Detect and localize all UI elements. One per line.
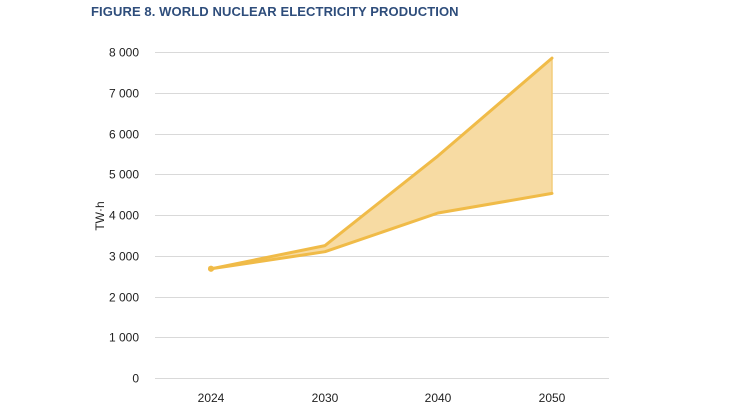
y-tick-label-5000: 5 000	[109, 168, 139, 182]
y-tick-label-6000: 6 000	[109, 128, 139, 142]
y-axis-title: TW·h	[93, 201, 107, 230]
y-tick-label-8000: 8 000	[109, 46, 139, 60]
x-tick-label-2024: 2024	[198, 391, 225, 405]
range-band	[211, 58, 553, 269]
x-tick-label-2050: 2050	[539, 391, 566, 405]
y-tick-label-3000: 3 000	[109, 250, 139, 264]
series-line-lower	[209, 191, 554, 271]
y-tick-label-2000: 2 000	[109, 291, 139, 305]
y-tick-label-7000: 7 000	[109, 87, 139, 101]
chart-title: FIGURE 8. WORLD NUCLEAR ELECTRICITY PROD…	[91, 4, 459, 19]
data-point-lower-2024	[208, 265, 214, 272]
series-line-upper	[209, 56, 554, 271]
range-band-area	[211, 58, 552, 269]
y-tick-label-1000: 1 000	[109, 331, 139, 345]
y-tick-label-4000: 4 000	[109, 209, 139, 223]
x-tick-label-2040: 2040	[425, 391, 452, 405]
y-tick-label-0: 0	[132, 372, 139, 386]
series-lines	[208, 56, 554, 272]
x-tick-label-2030: 2030	[312, 391, 339, 405]
y-axis-ticks: 0 1 000 2 000 3 000 4 000 5 000 6 000 7 000 8 00…	[109, 46, 139, 386]
x-axis-ticks: 2024 2030 2040 2050	[198, 391, 566, 405]
